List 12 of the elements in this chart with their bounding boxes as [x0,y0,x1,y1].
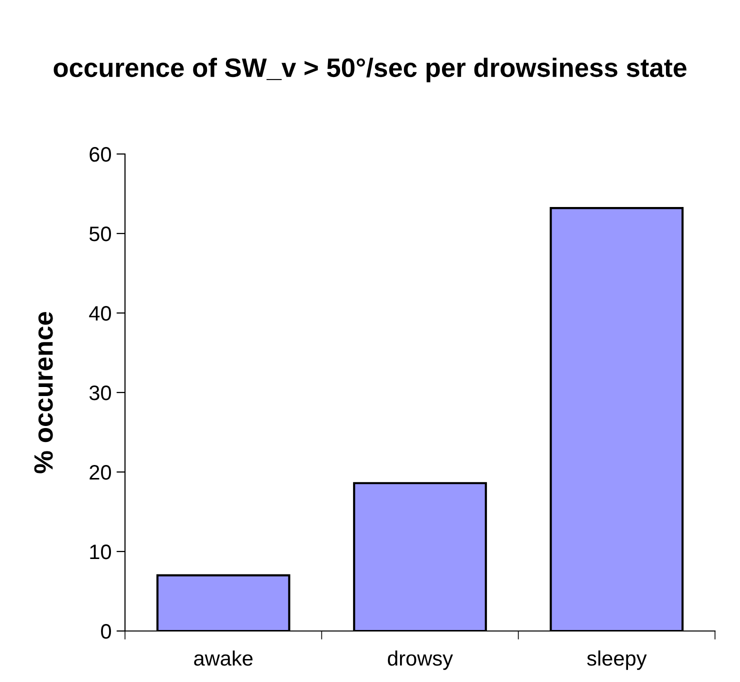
y-tick-label: 40 [89,306,111,321]
y-axis-title: % occurence [34,312,53,474]
x-tick-label: sleepy [587,650,647,670]
chart-title: occurence of SW_v > 50°/sec per drowsiness state [54,58,686,82]
y-tick-label: 0 [101,624,111,639]
y-tick-label: 50 [89,226,111,242]
y-tick-label: 20 [90,465,111,480]
y-tick-label: 10 [90,544,111,560]
x-tick-label: drowsy [388,650,453,670]
y-tick-label: 30 [89,386,111,400]
x-tick-label: awake [194,650,253,666]
y-tick-label: 60 [90,147,111,162]
